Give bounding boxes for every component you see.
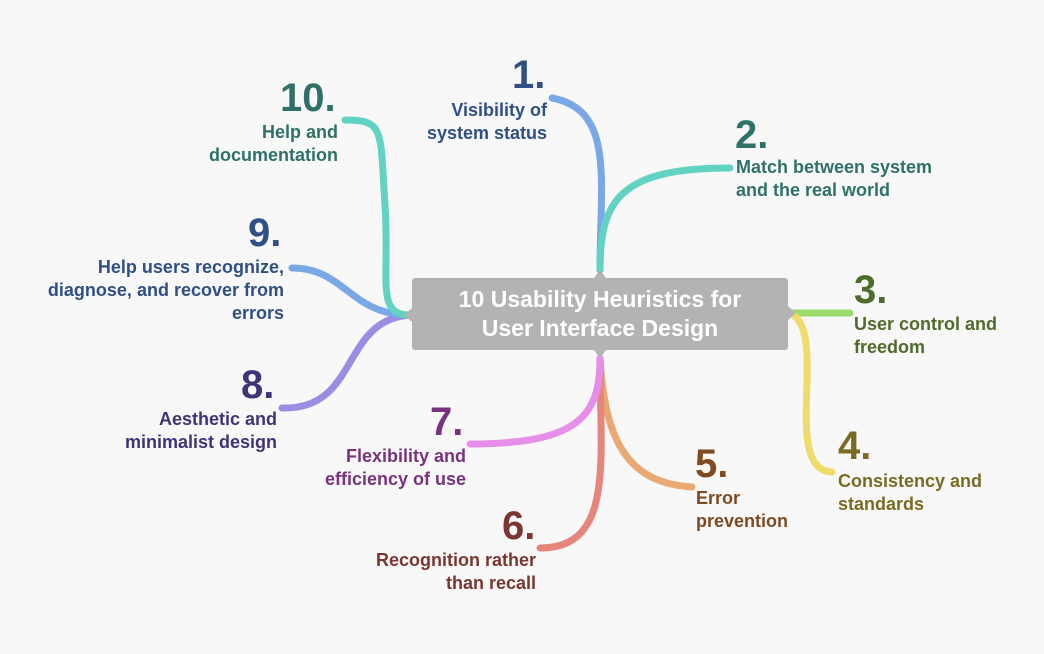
branch-5-line — [596, 354, 696, 491]
branch-6-line — [536, 354, 605, 552]
bottom-junction-nub — [594, 350, 606, 358]
right-junction-nub — [788, 306, 796, 320]
heuristic-2-label: Match between system and the real world — [736, 157, 933, 200]
branch-10-line — [341, 116, 414, 319]
heuristic-1-number: 1. — [512, 53, 546, 97]
heuristic-9-label: Help users recognize, diagnose, and reco… — [47, 257, 284, 323]
central-topic: 10 Usability Heuristics for User Interfa… — [412, 278, 788, 350]
central-topic-title: 10 Usability Heuristics for User Interfa… — [458, 286, 742, 341]
heuristic-8-number: 8. — [241, 363, 275, 407]
heuristic-10-label: Help and documentation — [209, 122, 338, 165]
heuristic-8-label: Aesthetic and minimalist design — [124, 409, 277, 452]
heuristic-3-number: 3. — [854, 268, 888, 312]
heuristic-10-number: 10. — [280, 76, 336, 120]
branch-1-line — [548, 94, 606, 274]
heuristic-6-label: Recognition rather than recall — [375, 550, 536, 593]
heuristic-6-number: 6. — [502, 504, 536, 548]
heuristic-4-label: Consistency and standards — [838, 471, 983, 514]
heuristic-3-label: User control and freedom — [854, 314, 998, 357]
heuristic-7-number: 7. — [430, 400, 464, 444]
branch-9-line — [288, 264, 414, 319]
heuristic-5-number: 5. — [695, 442, 729, 486]
heuristic-1-label: Visibility of system status — [426, 100, 547, 143]
branch-2-line — [596, 164, 734, 274]
heuristic-9-number: 9. — [248, 211, 282, 255]
branch-7-line — [466, 354, 604, 448]
left-junction-nub — [404, 308, 412, 322]
top-junction-nub — [594, 270, 606, 278]
heuristic-2-number: 2. — [735, 113, 769, 157]
branch-4-line — [786, 309, 836, 476]
heuristic-7-label: Flexibility and efficiency of use — [324, 446, 466, 489]
heuristic-4-number: 4. — [838, 424, 872, 468]
branch-8-line — [278, 311, 414, 412]
heuristic-5-label: Error prevention — [696, 488, 789, 531]
